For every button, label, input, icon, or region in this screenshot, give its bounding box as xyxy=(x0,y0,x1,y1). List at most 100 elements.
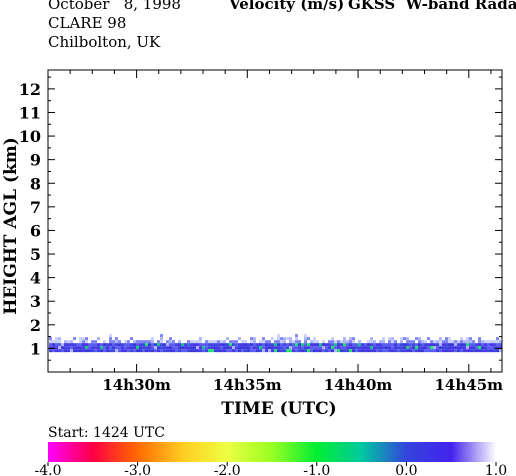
echo-pixel xyxy=(151,346,154,350)
echo-pixel xyxy=(229,340,232,344)
echo-pixel xyxy=(466,337,469,341)
echo-pixel xyxy=(70,346,73,350)
echo-pixel xyxy=(391,340,394,344)
echo-pixel xyxy=(493,343,496,347)
echo-pixel xyxy=(352,337,355,341)
echo-pixel xyxy=(307,337,310,341)
echo-pixel xyxy=(364,349,367,353)
echo-pixel xyxy=(400,346,403,350)
echo-pixel xyxy=(238,349,241,353)
echo-pixel xyxy=(268,340,271,344)
echo-pixel xyxy=(379,346,382,350)
echo-pixel xyxy=(373,346,376,350)
echo-pixel xyxy=(301,343,304,347)
echo-pixel xyxy=(481,337,484,341)
echo-pixel xyxy=(262,349,265,353)
echo-pixel xyxy=(343,343,346,347)
echo-pixel xyxy=(334,349,337,353)
echo-pixel xyxy=(148,343,151,347)
echo-pixel xyxy=(109,346,112,350)
echo-pixel xyxy=(127,343,130,347)
echo-pixel xyxy=(331,340,334,344)
echo-pixel xyxy=(394,346,397,350)
echo-pixel xyxy=(220,340,223,344)
echo-pixel xyxy=(412,337,415,341)
echo-pixel xyxy=(277,349,280,353)
echo-pixel xyxy=(289,349,292,353)
echo-pixel xyxy=(298,340,301,344)
echo-pixel xyxy=(343,346,346,350)
echo-pixel xyxy=(196,340,199,344)
echo-pixel xyxy=(292,346,295,350)
echo-pixel xyxy=(199,346,202,350)
echo-pixel xyxy=(307,340,310,344)
echo-pixel xyxy=(217,343,220,347)
colorbar-tick-label: -1.0 xyxy=(303,463,330,476)
echo-pixel xyxy=(229,346,232,350)
y-tick-label: 11 xyxy=(19,103,41,122)
echo-pixel xyxy=(442,343,445,347)
echo-pixel xyxy=(139,346,142,350)
echo-pixel xyxy=(304,346,307,350)
echo-pixel xyxy=(154,346,157,350)
echo-pixel xyxy=(139,340,142,344)
echo-pixel xyxy=(106,346,109,350)
echo-pixel xyxy=(157,343,160,347)
echo-pixel xyxy=(448,340,451,344)
echo-pixel xyxy=(472,343,475,347)
echo-pixel xyxy=(283,340,286,344)
echo-pixel xyxy=(187,346,190,350)
echo-pixel xyxy=(271,337,274,341)
echo-pixel xyxy=(190,343,193,347)
echo-pixel xyxy=(457,337,460,341)
echo-pixel xyxy=(481,346,484,350)
echo-pixel xyxy=(424,340,427,344)
echo-pixel xyxy=(265,349,268,353)
echo-pixel xyxy=(469,349,472,353)
echo-pixel xyxy=(460,337,463,341)
echo-pixel xyxy=(310,343,313,347)
echo-pixel xyxy=(214,343,217,347)
echo-pixel xyxy=(448,337,451,341)
echo-pixel xyxy=(406,343,409,347)
colorbar-ticks: -4.0 -3.0 -2.0 -1.0 0.0 1.0 xyxy=(35,462,507,476)
echo-pixel xyxy=(196,343,199,347)
echo-pixel xyxy=(166,340,169,344)
echo-pixel xyxy=(235,343,238,347)
echo-pixel xyxy=(409,340,412,344)
echo-pixel xyxy=(274,343,277,347)
echo-pixel xyxy=(220,346,223,350)
echo-pixel xyxy=(475,346,478,350)
echo-pixel xyxy=(445,349,448,353)
echo-pixel xyxy=(142,343,145,347)
echo-pixel xyxy=(196,346,199,350)
echo-pixel xyxy=(415,346,418,350)
echo-pixel xyxy=(109,343,112,347)
echo-pixel xyxy=(424,337,427,341)
echo-pixel xyxy=(154,349,157,353)
y-tick-label: 4 xyxy=(30,269,41,288)
echo-pixel xyxy=(427,346,430,350)
echo-pixel xyxy=(475,343,478,347)
echo-pixel xyxy=(259,346,262,350)
echo-pixel xyxy=(52,349,55,353)
echo-pixel xyxy=(400,337,403,341)
echo-pixel xyxy=(109,334,112,338)
echo-pixel xyxy=(478,337,481,341)
echo-pixel xyxy=(361,346,364,350)
echo-pixel xyxy=(340,346,343,350)
echo-pixel xyxy=(277,340,280,344)
echo-pixel xyxy=(169,340,172,344)
echo-pixel xyxy=(331,349,334,353)
echo-pixel xyxy=(481,340,484,344)
echo-pixel xyxy=(136,340,139,344)
echo-pixel xyxy=(346,340,349,344)
instrument-title: GKSS W-band Radar xyxy=(348,0,516,13)
echo-pixel xyxy=(163,349,166,353)
echo-pixel xyxy=(169,343,172,347)
location-label: Chilbolton, UK xyxy=(48,33,161,51)
echo-pixel xyxy=(292,343,295,347)
echo-pixel xyxy=(433,349,436,353)
echo-pixel xyxy=(457,343,460,347)
